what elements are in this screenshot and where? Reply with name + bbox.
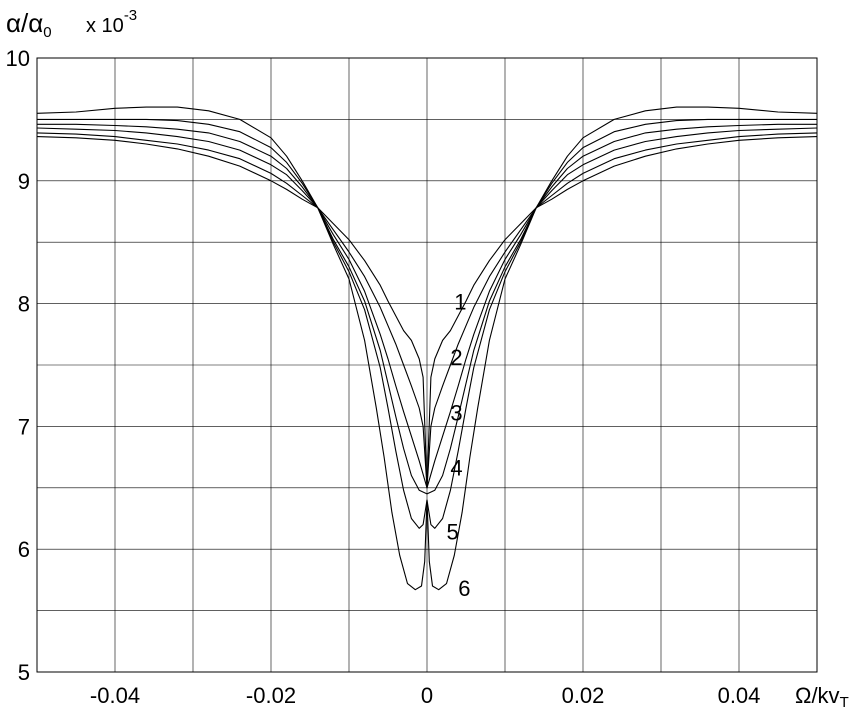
curve-label-2: 2 [450,345,462,370]
x-tick-labels: -0.04 -0.02 0 0.02 0.04 [90,683,760,708]
y-multiplier-exponent: -3 [124,7,137,24]
y-tick-label: 8 [18,292,30,317]
y-tick-label: 6 [18,537,30,562]
curve-label-1: 1 [454,290,466,315]
x-tick-label: -0.04 [90,683,140,708]
curve-label-6: 6 [458,576,470,601]
y-multiplier: x 10-3 [86,7,137,37]
x-axis-label-main: Ω/kv [795,683,840,708]
x-tick-label: 0.02 [562,683,605,708]
y-axis-label: α/α0 [6,8,52,41]
grid [37,57,817,673]
y-tick-labels: 5 6 7 8 9 10 [6,46,30,685]
curve-label-5: 5 [447,519,459,544]
x-tick-label: -0.02 [246,683,296,708]
y-axis-label-main: α/α [6,8,43,38]
y-tick-label: 7 [18,414,30,439]
y-tick-label: 9 [18,169,30,194]
curve-label-3: 3 [450,400,462,425]
y-tick-label: 5 [18,660,30,685]
x-axis-label-sub: T [840,694,849,711]
series-line-6 [36,136,818,591]
x-tick-label: 0 [421,683,433,708]
series-layer [36,106,818,591]
y-multiplier-prefix: x 10 [86,15,124,37]
curve-labels: 1 2 3 4 5 6 [447,290,471,601]
series-line-4 [36,127,818,495]
curve-label-4: 4 [450,456,462,481]
x-axis-label: Ω/kvT [795,683,849,711]
series-line-3 [37,123,817,489]
y-axis-label-sub: 0 [43,24,51,41]
x-tick-label: 0.04 [718,683,761,708]
plot-frame [36,57,818,673]
y-tick-label: 10 [6,46,30,71]
